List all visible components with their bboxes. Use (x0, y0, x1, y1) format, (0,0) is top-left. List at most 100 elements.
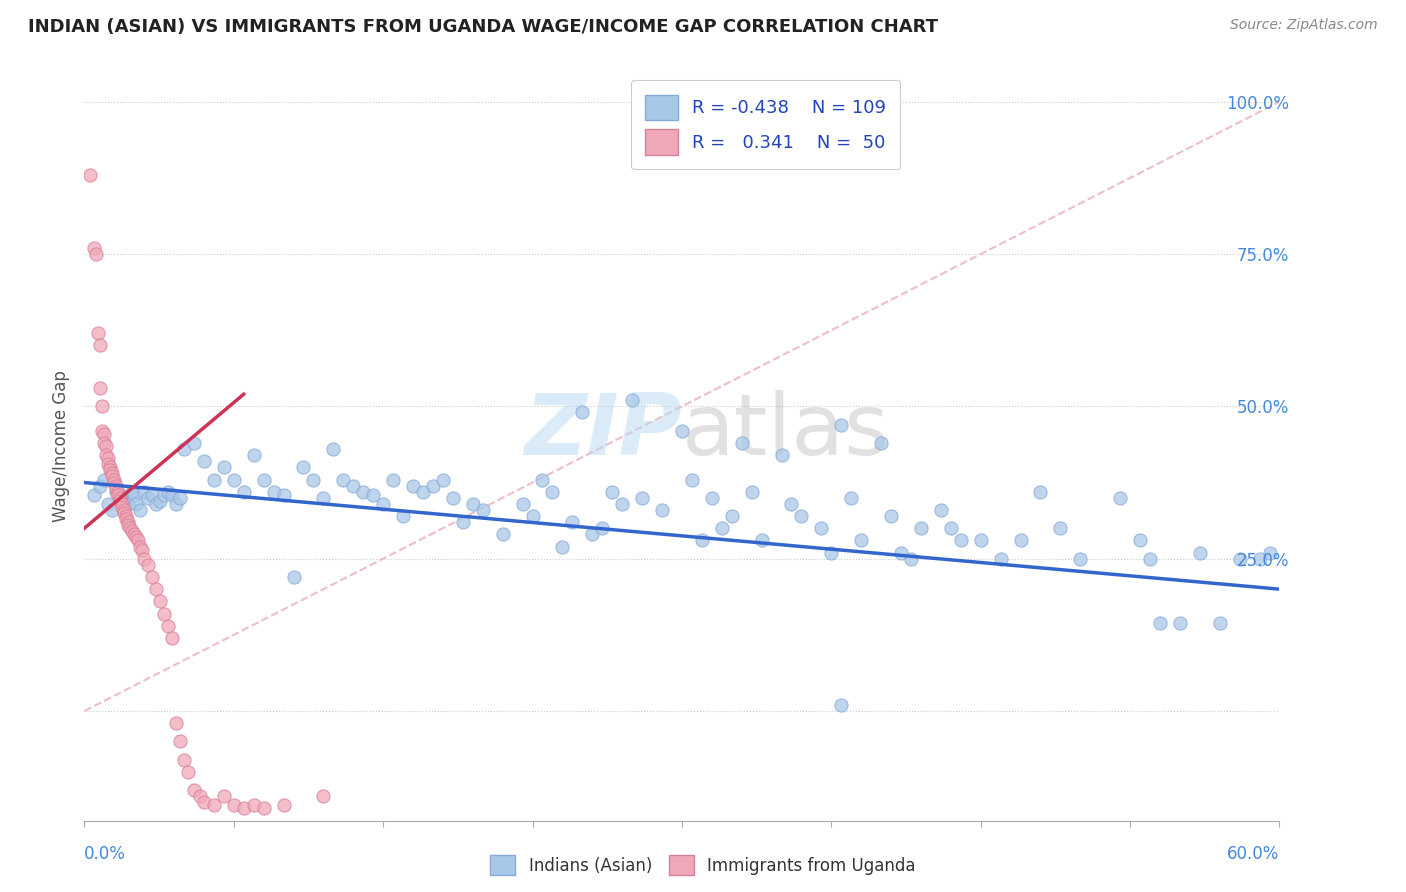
Point (242, 798, 264, 813)
Point (671, 424, 693, 438)
Point (202, 473, 225, 487)
Point (412, 484, 434, 499)
Point (302, 473, 325, 487)
Point (720, 509, 742, 524)
Point (273, 798, 295, 813)
Point (97, 451, 120, 466)
Point (83, 241, 105, 255)
Point (471, 503, 494, 517)
Point (141, 488, 163, 502)
Point (103, 473, 125, 487)
Point (1139, 551, 1161, 566)
Text: 60.0%: 60.0% (1227, 845, 1279, 863)
Point (79, 168, 101, 182)
Point (651, 503, 673, 517)
Point (153, 488, 176, 502)
Point (561, 515, 583, 529)
Point (111, 500, 134, 514)
Point (89, 478, 111, 492)
Point (165, 716, 187, 731)
Point (212, 460, 235, 475)
Text: 0.0%: 0.0% (84, 845, 127, 863)
Point (93, 436, 115, 450)
Point (107, 488, 129, 502)
Point (131, 542, 153, 557)
Point (361, 488, 384, 502)
Point (83, 488, 105, 502)
Point (432, 473, 454, 487)
Point (188, 789, 211, 804)
Point (98, 460, 121, 475)
Point (173, 442, 195, 456)
Point (153, 607, 176, 621)
Point (541, 484, 564, 499)
Point (193, 454, 215, 468)
Point (91, 400, 114, 414)
Point (169, 734, 191, 748)
Point (1149, 615, 1171, 630)
Point (141, 570, 163, 584)
Point (929, 503, 952, 517)
Point (122, 488, 145, 502)
Point (110, 488, 132, 502)
Point (1209, 615, 1232, 630)
Point (870, 436, 893, 450)
Point (312, 491, 335, 505)
Point (970, 533, 993, 548)
Point (820, 546, 842, 560)
Point (1049, 521, 1071, 535)
Point (105, 484, 128, 499)
Point (741, 484, 763, 499)
Point (97, 457, 120, 471)
Point (253, 801, 276, 815)
Point (342, 478, 364, 492)
Point (93, 426, 115, 441)
Point (621, 393, 644, 408)
Point (830, 698, 852, 712)
Point (149, 594, 172, 608)
Point (222, 798, 245, 813)
Point (1069, 551, 1091, 566)
Point (242, 448, 264, 462)
Point (780, 497, 803, 511)
Point (112, 503, 135, 517)
Point (129, 540, 152, 554)
Point (1129, 533, 1152, 548)
Point (352, 484, 374, 499)
Point (551, 540, 574, 554)
Point (700, 491, 723, 505)
Point (851, 533, 873, 548)
Point (890, 546, 912, 560)
Point (145, 497, 167, 511)
Point (710, 521, 733, 535)
Point (202, 798, 225, 813)
Point (880, 509, 903, 524)
Point (115, 509, 138, 524)
Point (121, 524, 143, 539)
Point (292, 460, 315, 475)
Point (373, 497, 395, 511)
Point (612, 497, 634, 511)
Point (392, 509, 415, 524)
Point (222, 473, 245, 487)
Point (117, 515, 139, 529)
Point (283, 570, 305, 584)
Point (232, 801, 254, 815)
Point (129, 503, 152, 517)
Point (522, 509, 544, 524)
Point (105, 478, 128, 492)
Point (97, 497, 120, 511)
Point (422, 478, 444, 492)
Point (98, 463, 121, 477)
Point (770, 448, 793, 462)
Point (105, 482, 128, 496)
Point (125, 497, 148, 511)
Point (111, 497, 134, 511)
Point (112, 491, 135, 505)
Point (681, 473, 703, 487)
Point (91, 424, 114, 438)
Point (690, 533, 713, 548)
Point (93, 473, 115, 487)
Point (212, 789, 235, 804)
Point (136, 558, 159, 572)
